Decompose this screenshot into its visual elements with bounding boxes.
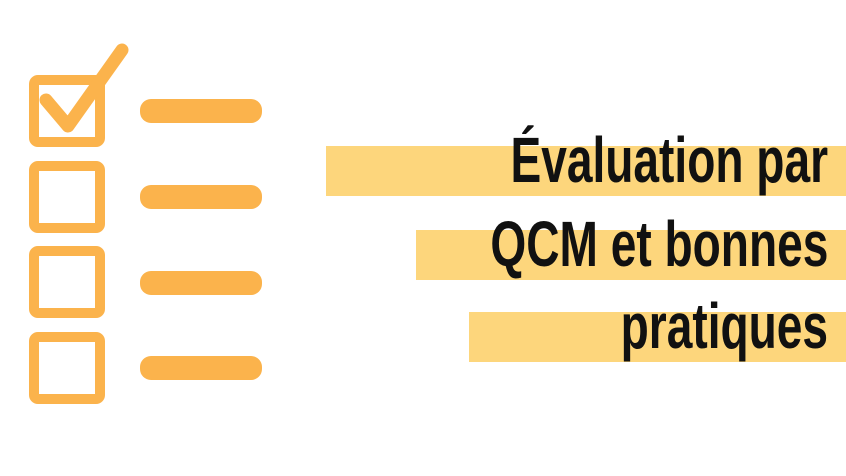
checklist-item-4: [29, 332, 262, 404]
checklist-item-2: [29, 161, 262, 233]
title-text-3: pratiques: [620, 290, 828, 362]
highlight-band-2: [416, 230, 846, 280]
title-line-2: QCM et bonnes: [416, 212, 846, 280]
title-line-3: pratiques: [469, 294, 846, 362]
checklist-icon: [29, 43, 262, 404]
checklist-line-3: [140, 271, 262, 295]
checkbox-1: [29, 75, 105, 147]
checkbox-4: [29, 332, 105, 404]
checkmark-icon: [39, 43, 129, 133]
checklist-line-2: [140, 185, 262, 209]
highlight-band-1: [326, 146, 846, 196]
title-text-2: QCM et bonnes: [490, 208, 828, 280]
checklist-item-3: [29, 246, 262, 318]
checkbox-2: [29, 161, 105, 233]
highlight-band-3: [469, 312, 846, 362]
checklist-line-4: [140, 356, 262, 380]
checklist-item-1: [29, 43, 262, 147]
checkbox-3: [29, 246, 105, 318]
checklist-line-1: [140, 99, 262, 123]
title-text-1: Évaluation par: [510, 124, 828, 196]
title-line-1: Évaluation par: [326, 128, 846, 196]
